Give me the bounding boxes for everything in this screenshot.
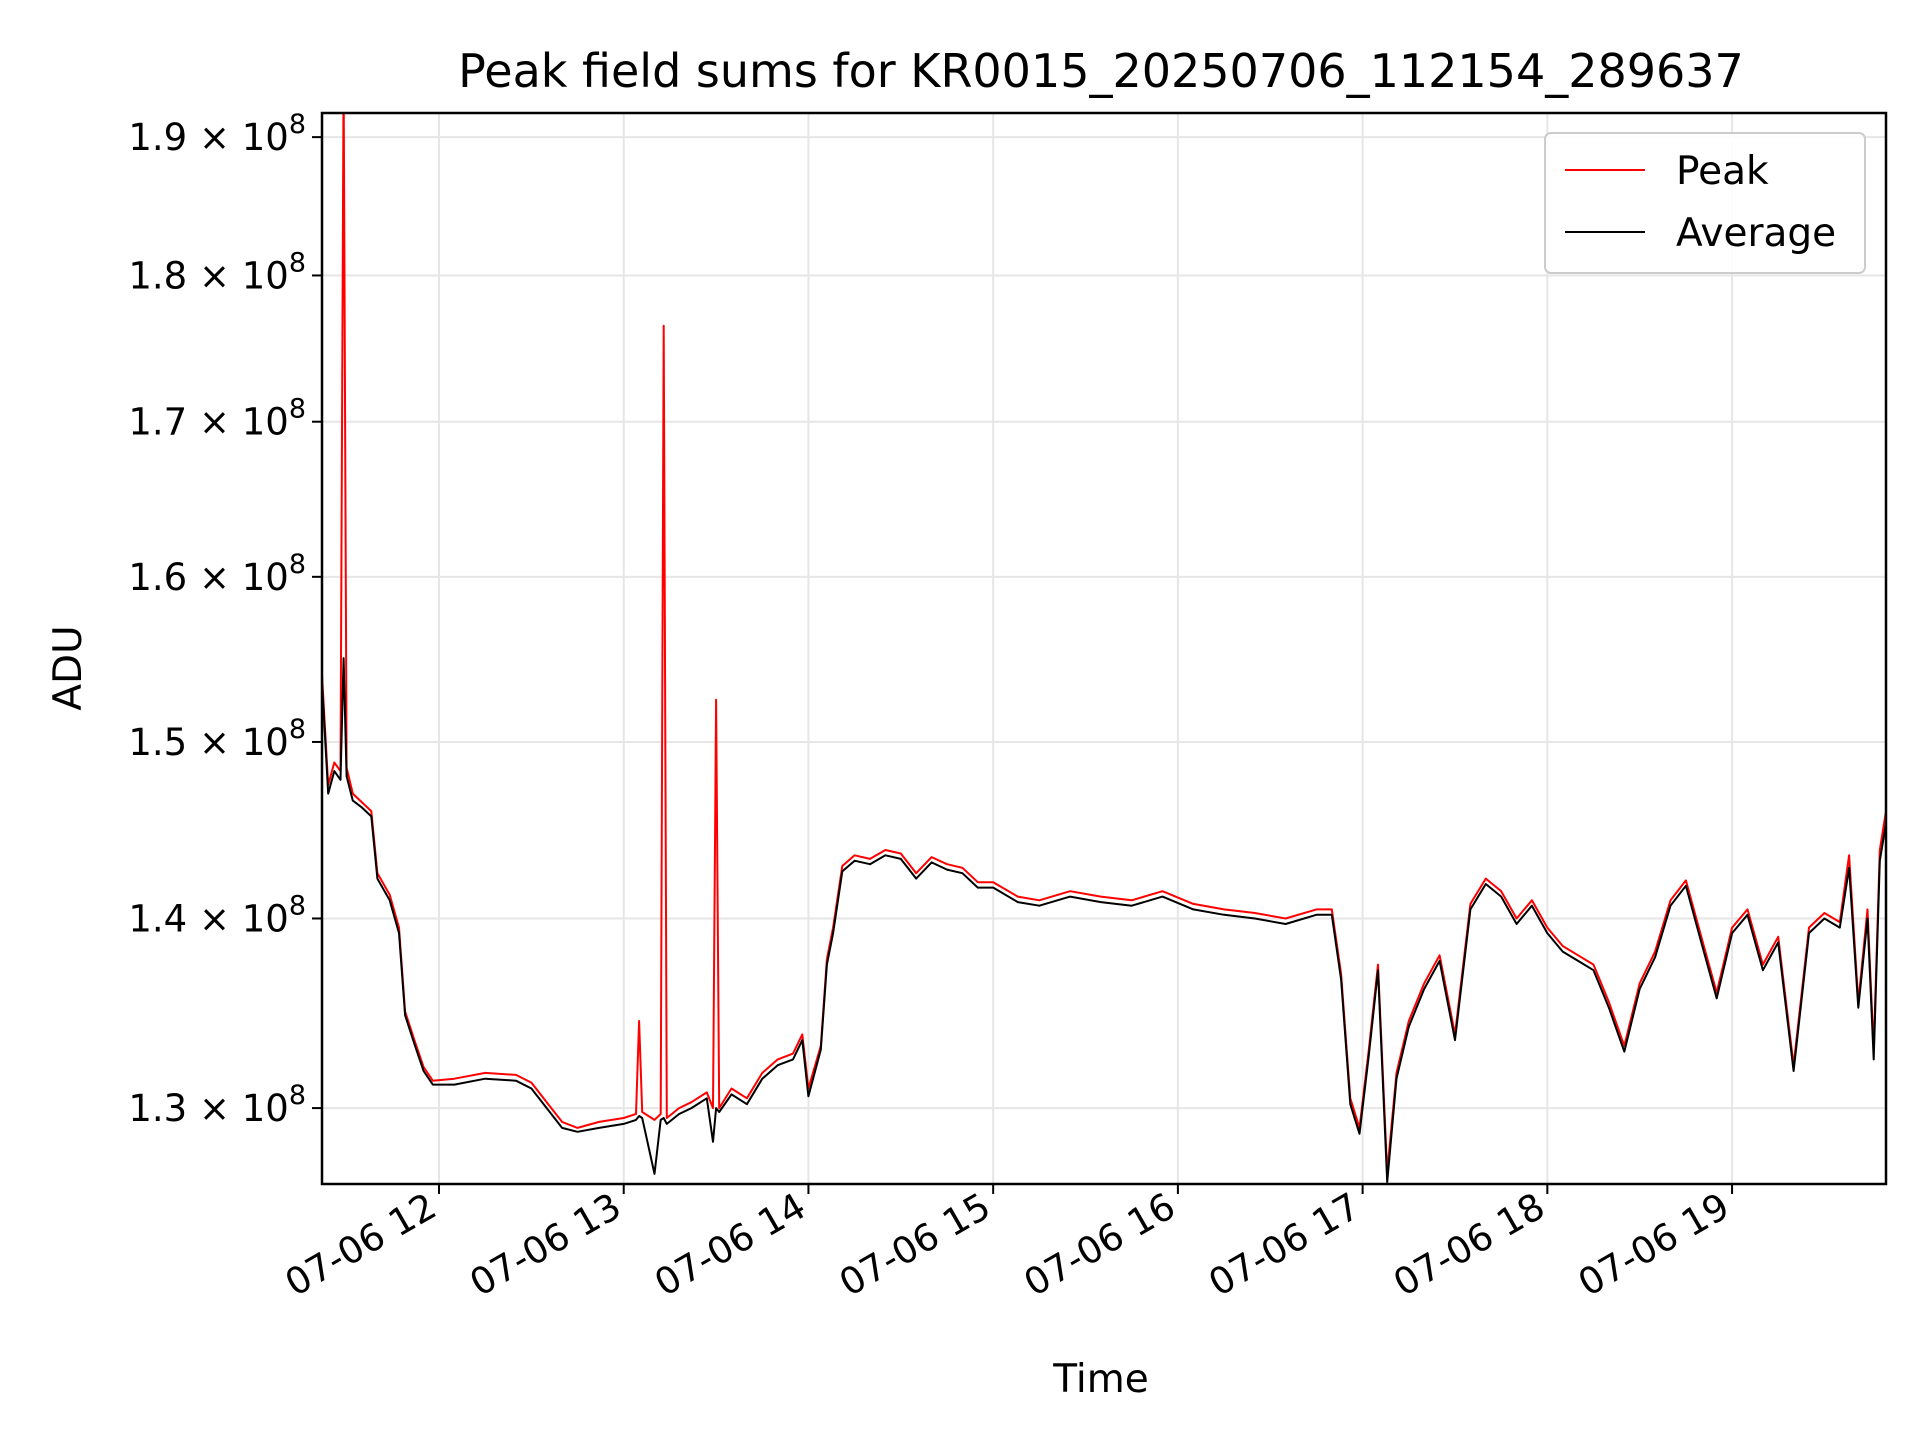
series-group <box>322 113 1886 1183</box>
y-tick-label: 1.3 × 108 <box>128 1080 306 1130</box>
legend-box <box>1544 132 1866 274</box>
legend-label-peak: Peak <box>1676 149 1769 194</box>
y-tick-label: 1.6 × 108 <box>128 549 306 599</box>
series-line-peak <box>322 113 1886 1173</box>
chart-title: Peak field sums for KR0015_20250706_1121… <box>458 44 1744 98</box>
legend-label-average: Average <box>1676 211 1836 256</box>
x-axis-title: Time <box>1052 1357 1148 1402</box>
y-axis-title: ADU <box>46 625 91 710</box>
legend: Peak Average <box>1544 132 1866 274</box>
axes-frame <box>320 111 1888 1186</box>
y-tick-label: 1.7 × 108 <box>128 394 306 444</box>
y-tick-label: 1.9 × 108 <box>128 109 306 159</box>
series-line-average <box>322 657 1886 1183</box>
y-tick-label: 1.5 × 108 <box>128 714 306 764</box>
y-tick-label: 1.4 × 108 <box>128 890 306 940</box>
y-tick-label: 1.8 × 108 <box>128 247 306 297</box>
